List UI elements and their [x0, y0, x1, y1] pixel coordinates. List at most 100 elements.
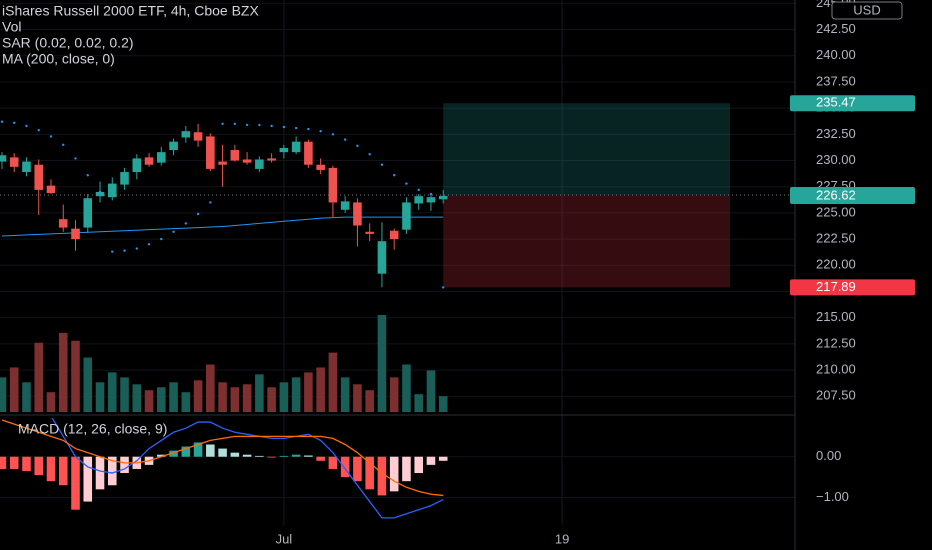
volume-bar [414, 394, 423, 412]
price-label-box [790, 279, 915, 296]
position-tool[interactable] [0, 103, 795, 288]
volume-bar [46, 392, 56, 412]
candle-body [169, 141, 178, 151]
candle-body [193, 132, 203, 141]
grid [0, 0, 796, 550]
sar-dot [74, 157, 77, 160]
currency-box[interactable] [831, 1, 903, 20]
sar-dot [270, 124, 273, 128]
sar-dot [368, 153, 371, 156]
sar-dot [111, 250, 114, 253]
volume-bar [157, 387, 166, 412]
currency[interactable]: USD [853, 2, 880, 17]
candle-body [438, 195, 448, 200]
volume-bar [402, 364, 411, 412]
sar-dot [209, 201, 212, 204]
candle-body [291, 141, 301, 153]
sar-dot [37, 128, 40, 132]
y-tick-label: 0.00 [816, 448, 841, 463]
sar-dot [49, 135, 53, 138]
sar-dot [392, 173, 396, 177]
volume-bar [438, 396, 448, 412]
y-tick-label: 207.50 [816, 388, 856, 403]
y-tick-label: 220.00 [816, 257, 856, 272]
macd-histogram-bar [291, 454, 301, 457]
volume-bar [58, 332, 68, 412]
y-tick-label: 212.50 [816, 335, 856, 350]
y-tick-label: 230.00 [816, 152, 856, 167]
sar-dot [356, 144, 359, 148]
macd-histogram-bar [83, 456, 93, 502]
sar-dot [62, 143, 65, 147]
candle-body [365, 231, 374, 234]
macd-histogram-bar [157, 454, 166, 457]
candle-body [107, 183, 117, 198]
macd-histogram-bar [46, 456, 56, 482]
y-tick-label: 232.50 [816, 126, 856, 141]
candle-body [230, 150, 240, 161]
macd-histogram-bar [58, 456, 68, 486]
price-pane [0, 120, 448, 289]
volume-bar [120, 377, 129, 412]
sar-dot [307, 127, 310, 131]
y-tick-label: 242.50 [816, 21, 856, 36]
volume-bar [242, 384, 252, 412]
axes: 207.50210.00212.50215.00217.50220.00222.… [276, 0, 915, 546]
candle-body [46, 185, 56, 194]
sar-dot [405, 182, 408, 185]
macd-histogram-bar [377, 456, 387, 496]
sar-dot [331, 133, 335, 136]
sar-dot [343, 138, 347, 141]
volume-bar [340, 377, 350, 412]
volume-bar [328, 352, 338, 412]
macd-line [51, 418, 444, 519]
volume-bar [218, 382, 227, 412]
sar-dot [294, 126, 298, 130]
volume-bar [71, 340, 80, 412]
indicator-legend: MA (200, close, 0) [2, 51, 115, 67]
volume-bar [95, 382, 105, 412]
macd-histogram-bar [206, 444, 215, 457]
candle-body [144, 157, 154, 165]
volume-bar [267, 387, 276, 412]
sar-dot [123, 249, 126, 252]
sar-dot [86, 173, 89, 177]
volume-bar [304, 372, 313, 412]
candle-body [242, 159, 252, 163]
macd-histogram-bar [71, 456, 80, 510]
y-tick-label: 225.00 [816, 204, 856, 219]
candle-body [181, 131, 191, 138]
price-label-box [790, 95, 915, 112]
sar-dot [245, 123, 249, 127]
x-tick-label: Jul [276, 531, 293, 546]
indicator-legend: Vol [2, 19, 21, 35]
macd-histogram-bar [120, 456, 129, 474]
candle-body [22, 161, 31, 173]
macd-histogram-bar [316, 456, 325, 461]
candle-body [218, 161, 227, 165]
candle-body [316, 164, 325, 170]
sar-dot [184, 222, 188, 225]
y-tick-label: 237.50 [816, 73, 856, 88]
volume-bar [377, 315, 387, 412]
macd-histogram-bar [389, 456, 399, 492]
volume-bar [389, 377, 399, 412]
volume-bar [365, 390, 374, 412]
sar-dot [172, 230, 175, 233]
stop-zone [443, 195, 730, 288]
macd-histogram-bar [255, 455, 264, 457]
chart-title: iShares Russell 2000 ETF, 4h, Cboe BZX [2, 3, 259, 19]
candle-body [328, 167, 338, 203]
macd-histogram-bar [181, 446, 191, 457]
volume-bar [279, 382, 289, 412]
macd-histogram-bar [95, 456, 105, 490]
price-label: 235.47 [816, 95, 856, 110]
volume-bar [22, 382, 31, 412]
sar-dot [135, 247, 138, 250]
candle-body [95, 191, 105, 197]
volume-bar [9, 367, 19, 412]
volume-bar [181, 392, 191, 412]
volume-bar [316, 367, 325, 412]
sar-dot [429, 192, 433, 196]
volume-bar [34, 342, 44, 412]
